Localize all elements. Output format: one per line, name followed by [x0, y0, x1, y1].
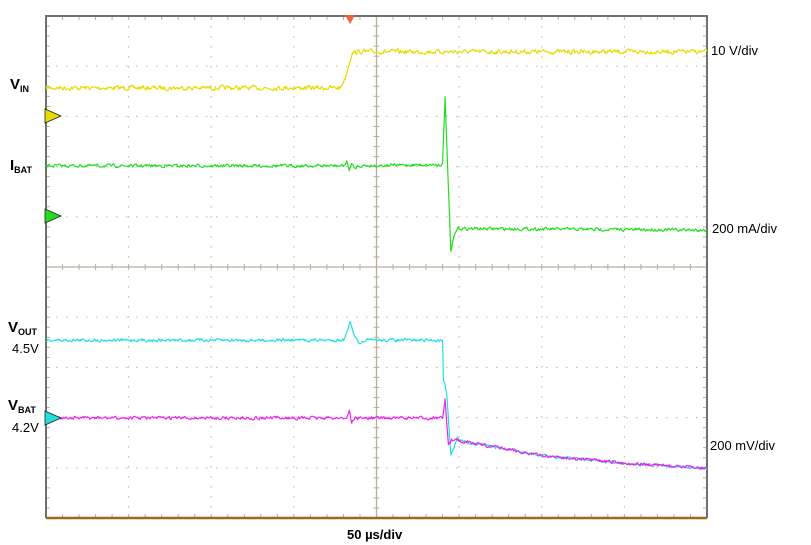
vin-ground-marker-icon [44, 108, 62, 124]
vin-scale-label: 10 V/div [711, 43, 758, 58]
grid [45, 15, 708, 520]
traces [45, 48, 708, 470]
plot-frame [45, 15, 708, 518]
ibat-trace [45, 96, 708, 252]
vbat-level-label: 4.2V [12, 420, 39, 435]
vout-level-label: 4.5V [12, 341, 39, 356]
vbat-trace [45, 398, 708, 470]
time-scale-label: 50 µs/div [347, 527, 403, 542]
voltage-scale-label: 200 mV/div [710, 438, 776, 453]
vin-trace [45, 48, 708, 92]
vout-ground-marker-icon [44, 410, 62, 426]
ibat-label: IBAT [10, 157, 33, 175]
vin-label: VIN [10, 76, 29, 94]
vbat-label: VBAT [8, 397, 36, 415]
vout-label: VOUT [8, 319, 38, 337]
ibat-scale-label: 200 mA/div [712, 221, 778, 236]
ibat-ground-marker-icon [44, 208, 62, 224]
trigger-marker-icon [345, 15, 356, 24]
channel-markers [44, 15, 356, 426]
